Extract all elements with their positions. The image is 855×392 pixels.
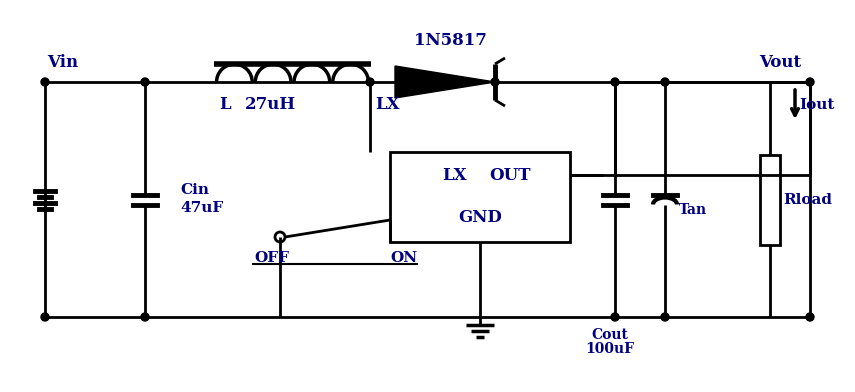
Text: 47uF: 47uF (180, 200, 223, 214)
Text: 1N5817: 1N5817 (414, 31, 486, 49)
Text: Cin: Cin (180, 183, 209, 196)
Circle shape (806, 78, 814, 86)
Circle shape (661, 78, 669, 86)
Circle shape (661, 313, 669, 321)
Circle shape (41, 313, 49, 321)
Text: Cout: Cout (592, 328, 628, 342)
Text: GND: GND (458, 209, 502, 225)
Text: 100uF: 100uF (586, 342, 634, 356)
Text: OFF: OFF (255, 251, 290, 265)
Text: LX: LX (375, 96, 400, 113)
Circle shape (141, 78, 149, 86)
Text: ON: ON (391, 251, 417, 265)
Circle shape (41, 78, 49, 86)
Text: LX: LX (443, 167, 468, 183)
Circle shape (366, 78, 374, 86)
Bar (390, 152, 570, 242)
Text: OUT: OUT (489, 167, 531, 183)
Text: Rload: Rload (783, 192, 833, 207)
Bar (760, 154, 780, 245)
Circle shape (491, 78, 499, 86)
Text: Tan: Tan (679, 203, 707, 216)
Text: Iout: Iout (799, 98, 834, 111)
Text: Vout: Vout (759, 53, 801, 71)
Circle shape (611, 313, 619, 321)
Circle shape (611, 78, 619, 86)
Text: L: L (219, 96, 231, 113)
Text: 27uH: 27uH (245, 96, 296, 113)
Polygon shape (395, 66, 495, 98)
Circle shape (141, 313, 149, 321)
Text: Vin: Vin (47, 53, 79, 71)
Circle shape (806, 313, 814, 321)
